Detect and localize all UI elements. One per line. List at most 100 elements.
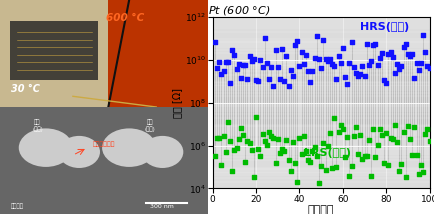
Point (394, 63, 401, 66)
Point (316, 181, 322, 185)
Point (287, 68, 294, 71)
Point (298, 51, 305, 54)
Point (235, 137, 242, 141)
Point (222, 150, 229, 154)
Text: 600 °C: 600 °C (106, 13, 144, 23)
FancyBboxPatch shape (108, 0, 208, 107)
Text: LRS(オフ): LRS(オフ) (304, 147, 351, 158)
Point (233, 68, 240, 71)
Point (324, 59, 331, 62)
Point (398, 64, 405, 67)
Point (311, 56, 318, 59)
Point (372, 43, 379, 46)
Text: HRS(オン): HRS(オン) (360, 22, 409, 32)
Point (279, 147, 286, 150)
Point (255, 79, 262, 82)
Point (220, 70, 227, 73)
Point (376, 56, 383, 60)
Point (246, 54, 253, 57)
Ellipse shape (102, 128, 156, 167)
Point (352, 71, 359, 74)
Point (400, 45, 407, 49)
Point (361, 74, 368, 78)
Point (211, 40, 218, 44)
Point (370, 43, 377, 47)
Text: ナノギャップ: ナノギャップ (93, 142, 115, 147)
Point (368, 175, 375, 178)
Point (253, 116, 260, 119)
Point (370, 127, 377, 131)
Point (359, 158, 366, 161)
Point (211, 155, 218, 158)
Point (227, 139, 233, 143)
Point (233, 146, 240, 149)
Point (387, 50, 394, 53)
Point (329, 62, 335, 65)
Point (263, 143, 270, 146)
Point (268, 65, 275, 68)
Point (220, 134, 227, 138)
Point (216, 136, 223, 139)
Point (346, 61, 353, 65)
Point (289, 140, 296, 144)
Point (292, 43, 299, 47)
Text: 電極
(白金): 電極 (白金) (32, 120, 43, 132)
X-axis label: サイクル: サイクル (308, 205, 335, 214)
Point (261, 140, 268, 143)
Point (342, 75, 349, 79)
Point (268, 134, 275, 138)
Point (283, 138, 290, 142)
Point (344, 83, 351, 86)
Point (355, 74, 362, 78)
Point (424, 64, 431, 68)
Point (398, 162, 405, 166)
Point (363, 43, 370, 46)
Point (339, 46, 346, 50)
Point (318, 67, 325, 70)
Point (300, 62, 307, 66)
Text: $Pt$ (600 °C): $Pt$ (600 °C) (208, 4, 270, 17)
Y-axis label: 抵抗 [Ω]: 抵抗 [Ω] (172, 88, 182, 118)
Point (381, 78, 388, 81)
Point (383, 81, 390, 85)
Point (365, 64, 372, 67)
Point (422, 50, 429, 54)
Point (413, 61, 420, 65)
Point (302, 150, 309, 153)
Point (316, 57, 322, 61)
Point (402, 175, 409, 179)
Point (322, 58, 329, 61)
Point (365, 139, 372, 142)
Point (359, 64, 366, 67)
Point (396, 67, 403, 71)
Point (240, 133, 247, 137)
Point (389, 137, 396, 141)
Point (229, 169, 236, 173)
Point (355, 152, 362, 156)
Point (350, 135, 357, 138)
Point (281, 149, 288, 153)
Point (409, 52, 416, 56)
Point (426, 140, 433, 143)
Point (352, 125, 359, 128)
Point (283, 54, 290, 58)
Point (339, 127, 346, 130)
Point (387, 136, 394, 139)
Point (311, 146, 318, 149)
Point (259, 132, 266, 135)
Text: 電極
(白金): 電極 (白金) (145, 120, 155, 132)
Point (372, 156, 379, 159)
Text: 絶縁基板: 絶縁基板 (10, 203, 23, 209)
Ellipse shape (141, 136, 183, 168)
Point (216, 60, 223, 63)
Point (374, 63, 381, 66)
Point (389, 55, 396, 59)
Point (400, 131, 407, 134)
Point (276, 151, 283, 154)
Point (218, 163, 225, 167)
Point (391, 123, 398, 127)
Text: 300 nm: 300 nm (150, 204, 174, 209)
Point (420, 34, 427, 37)
Point (298, 152, 305, 156)
Point (361, 154, 368, 157)
